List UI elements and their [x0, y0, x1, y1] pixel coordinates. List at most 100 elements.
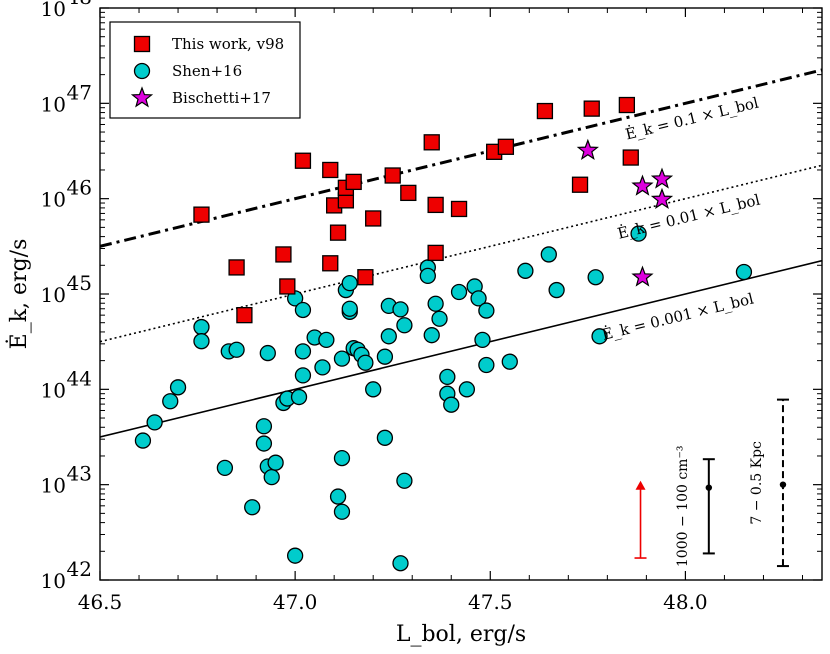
circle-point-1-30 — [333, 449, 351, 467]
y-tick-exponent-5: 47 — [67, 80, 92, 104]
y-tick-exponent-2: 44 — [67, 366, 92, 390]
circle-point-1-12 — [259, 344, 276, 362]
reference-line-label-3: Ė_k = 0.001 × L_bol — [600, 289, 756, 343]
circle-point-1-29 — [333, 503, 351, 520]
circle-point-1-19 — [286, 547, 304, 564]
square-point-0-23 — [536, 102, 554, 120]
legend-marker-1 — [133, 35, 151, 53]
square-point-0-25 — [583, 100, 600, 117]
circle-point-1-2 — [162, 393, 179, 410]
circle-point-1-44 — [392, 301, 409, 318]
legend-marker-2 — [133, 62, 151, 80]
circle-point-1-65 — [540, 246, 557, 263]
y-tick-label-2: 10 — [41, 378, 66, 402]
circle-point-1-68 — [591, 328, 608, 345]
circle-point-1-26 — [318, 331, 335, 349]
x-tick-label-3: 48.0 — [663, 590, 708, 614]
square-point-0-20 — [450, 200, 468, 218]
star-point-2-1 — [631, 174, 654, 196]
square-point-0-16 — [400, 184, 417, 202]
circle-point-1-22 — [294, 301, 312, 319]
y-tick-label-1: 10 — [41, 474, 66, 498]
star-point-2-4 — [631, 265, 654, 287]
square-point-0-2 — [236, 306, 253, 324]
circle-point-1-25 — [314, 359, 331, 376]
y-tick-label-3: 10 — [41, 283, 66, 307]
square-point-0-3 — [275, 246, 292, 263]
circle-point-1-61 — [478, 302, 495, 319]
square-point-0-18 — [427, 244, 444, 262]
y-tick-exponent-4: 46 — [67, 176, 92, 200]
circle-point-1-23 — [294, 367, 312, 384]
error-bar-center-1 — [705, 484, 713, 491]
reference-lines — [100, 68, 822, 438]
circle-point-1-10 — [255, 435, 273, 452]
circle-point-1-14 — [263, 468, 280, 486]
circle-point-1-27 — [329, 488, 347, 505]
legend-label-2: Shen+16 — [172, 62, 242, 80]
circle-point-1-59 — [470, 290, 487, 307]
circle-point-1-69 — [630, 225, 647, 242]
y-tick-label-4: 10 — [41, 188, 66, 212]
square-point-0-26 — [618, 96, 636, 114]
circle-point-1-8 — [228, 341, 245, 358]
x-axis-title: L_bol, erg/s — [396, 622, 526, 647]
y-tick-exponent-0: 42 — [67, 557, 92, 581]
y-tick-label-6: 10 — [41, 0, 66, 21]
square-point-0-4 — [279, 278, 296, 295]
square-point-0-13 — [357, 269, 374, 286]
circle-point-1-41 — [376, 429, 394, 446]
y-tick-exponent-6: 48 — [67, 0, 92, 9]
reference-line-3 — [100, 259, 822, 438]
circle-point-1-46 — [396, 317, 413, 334]
circle-point-1-40 — [376, 348, 394, 365]
circle-point-1-28 — [333, 350, 351, 367]
legend-marker-3 — [130, 86, 154, 108]
circle-point-1-4 — [193, 318, 210, 336]
circle-point-1-70 — [735, 263, 753, 281]
circle-point-1-53 — [439, 368, 456, 386]
circle-point-1-47 — [396, 472, 413, 489]
data-marks — [134, 96, 753, 572]
arrow-head — [635, 480, 646, 490]
x-tick-label-1: 47.0 — [273, 590, 318, 614]
circle-point-1-21 — [294, 343, 312, 360]
square-point-0-7 — [322, 255, 339, 272]
star-point-2-3 — [650, 187, 674, 209]
error-bar-label-2: 7 − 0.5 Kpc — [749, 441, 765, 525]
y-tick-label-0: 10 — [41, 569, 66, 593]
circle-point-1-1 — [146, 414, 163, 431]
square-point-0-0 — [193, 206, 210, 223]
circle-point-1-11 — [255, 418, 273, 435]
square-point-0-22 — [497, 138, 515, 155]
legend-label-3: Bischetti+17 — [172, 89, 271, 107]
y-axis-title: Ė_k, erg/s — [5, 239, 32, 350]
circle-point-1-51 — [427, 295, 444, 312]
circle-point-1-56 — [450, 283, 468, 301]
square-point-0-14 — [365, 210, 382, 227]
square-point-0-24 — [571, 176, 589, 193]
legend-label-1: This work, v98 — [172, 35, 284, 53]
circle-point-1-45 — [392, 555, 409, 572]
square-point-0-9 — [329, 224, 347, 241]
circle-point-1-66 — [548, 281, 565, 299]
error-bar-center-2 — [779, 481, 787, 488]
circle-point-1-38 — [357, 354, 374, 371]
circle-point-1-5 — [193, 333, 210, 350]
y-tick-label-5: 10 — [41, 92, 66, 116]
circle-point-1-60 — [474, 331, 491, 349]
circle-point-1-63 — [501, 353, 518, 370]
square-point-0-6 — [322, 161, 339, 179]
x-tick-label-2: 47.5 — [468, 590, 513, 614]
square-point-0-19 — [427, 196, 444, 214]
circle-point-1-3 — [169, 379, 187, 396]
circle-point-1-57 — [458, 381, 476, 398]
circle-point-1-34 — [341, 300, 358, 317]
error-bar-label-1: 1000 − 100 cm⁻³ — [675, 446, 691, 568]
circle-point-1-43 — [380, 328, 397, 345]
circle-point-1-50 — [423, 327, 440, 344]
circle-point-1-67 — [587, 269, 604, 286]
circle-point-1-62 — [478, 356, 495, 374]
star-point-2-0 — [576, 138, 599, 160]
